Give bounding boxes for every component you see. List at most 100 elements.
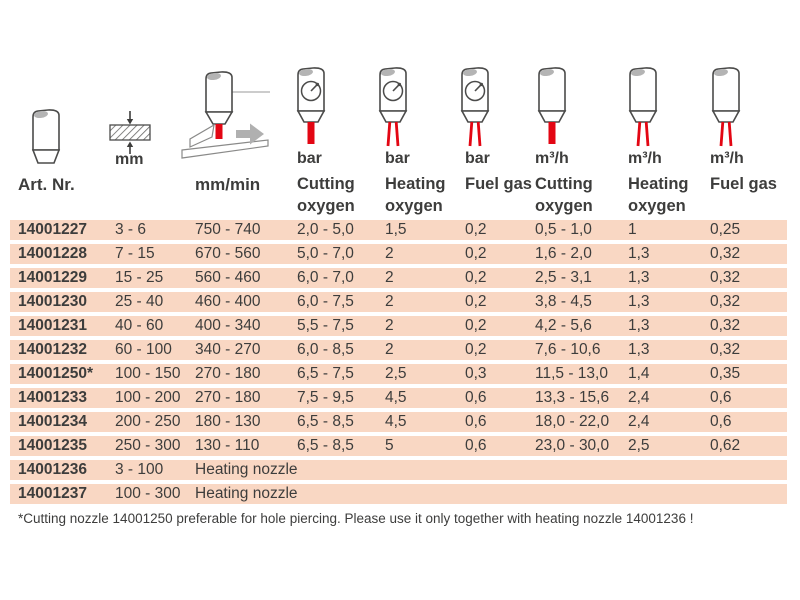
table-row: 14001229 15 - 25 560 - 460 6,0 - 7,0 2 0,2 2,5… — [10, 268, 787, 288]
cell-fuel-gas-m3h: 0,32 — [710, 293, 741, 310]
column-header-cutting-oxygen-bar: Cutting oxygen — [297, 175, 355, 215]
cell-cutting-oxygen-bar: 7,5 - 9,5 — [297, 389, 354, 406]
cell-heating-oxygen-m3h: 2,4 — [628, 389, 650, 406]
cell-mm-min: 130 - 110 — [195, 437, 260, 454]
cell-cutting-oxygen-bar: 5,5 - 7,5 — [297, 317, 354, 334]
cell-heating-oxygen-bar: 5 — [385, 437, 394, 454]
unit-m3h-cutting: m³/h — [535, 150, 569, 167]
cell-heating-oxygen-bar: 1,5 — [385, 221, 407, 238]
cell-cutting-oxygen-m3h: 13,3 - 15,6 — [535, 389, 610, 406]
unit-bar-fuel: bar — [465, 150, 490, 167]
cell-heating-oxygen-bar: 4,5 — [385, 389, 407, 406]
cell-heating-oxygen-m3h: 1,3 — [628, 245, 650, 262]
cell-mm: 250 - 300 — [115, 437, 181, 454]
cell-mm: 200 - 250 — [115, 413, 181, 430]
column-header-fuel-gas-m3h: Fuel gas — [710, 175, 777, 193]
table-row: 14001230 25 - 40 460 - 400 6,0 - 7,5 2 0,2 3,8… — [10, 292, 787, 312]
cell-cutting-oxygen-bar: 6,0 - 7,0 — [297, 269, 354, 286]
cell-fuel-gas-bar: 0,2 — [465, 293, 487, 310]
cell-cutting-oxygen-m3h: 0,5 - 1,0 — [535, 221, 592, 238]
cell-heating-oxygen-bar: 2 — [385, 341, 394, 358]
cell-fuel-gas-bar: 0,2 — [465, 221, 487, 238]
table-row: 14001231 40 - 60 400 - 340 5,5 - 7,5 2 0,2 4,2… — [10, 316, 787, 336]
unit-m3h-heating: m³/h — [628, 150, 662, 167]
cell-mm: 100 - 300 — [115, 485, 181, 502]
nozzle-single-jet-icon — [538, 67, 566, 144]
cell-mm-min: 400 - 340 — [195, 317, 261, 334]
cell-heating-oxygen-bar: 2 — [385, 269, 394, 286]
cell-cutting-oxygen-m3h: 11,5 - 13,0 — [535, 365, 608, 382]
cell-fuel-gas-bar: 0,2 — [465, 317, 487, 334]
cell-cutting-oxygen-bar: 6,0 - 8,5 — [297, 341, 354, 358]
cell-fuel-gas-m3h: 0,6 — [710, 413, 732, 430]
cell-cutting-oxygen-m3h: 4,2 - 5,6 — [535, 317, 592, 334]
cell-mm: 15 - 25 — [115, 269, 164, 286]
cell-mm: 60 - 100 — [115, 341, 172, 358]
footnote: *Cutting nozzle 14001250 preferable for … — [18, 511, 694, 526]
gauge-nozzle-double-jet-icon — [379, 67, 407, 148]
cell-cutting-oxygen-m3h: 7,6 - 10,6 — [535, 341, 601, 358]
table-row: 14001235 250 - 300 130 - 110 6,5 - 8,5 5 0,6 2… — [10, 436, 787, 456]
cell-heating-oxygen-bar: 2 — [385, 293, 394, 310]
table-row: 14001227 3 - 6 750 - 740 2,0 - 5,0 1,5 0,2 0,5… — [10, 220, 787, 240]
cell-fuel-gas-bar: 0,2 — [465, 245, 487, 262]
table-row: 14001232 60 - 100 340 - 270 6,0 - 8,5 2 0,2 7,… — [10, 340, 787, 360]
gauge-nozzle-single-jet-icon — [297, 67, 325, 144]
cell-heating-oxygen-bar: 4,5 — [385, 413, 407, 430]
cell-art-nr: 14001229 — [18, 269, 87, 286]
column-header-cutting-oxygen-m3h: Cutting oxygen — [535, 175, 593, 215]
cell-fuel-gas-bar: 0,2 — [465, 269, 487, 286]
cell-heating-oxygen-bar: 2 — [385, 317, 394, 334]
cell-fuel-gas-bar: 0,6 — [465, 413, 487, 430]
cell-cutting-oxygen-bar: 2,0 - 5,0 — [297, 221, 354, 238]
unit-bar-cutting: bar — [297, 150, 322, 167]
plate-thickness-icon — [109, 111, 151, 154]
cell-heating-oxygen-m3h: 1,3 — [628, 317, 650, 334]
table-row: 14001233 100 - 200 270 - 180 7,5 - 9,5 4,5 0,… — [10, 388, 787, 408]
unit-bar-heating: bar — [385, 150, 410, 167]
table-row: 14001228 7 - 15 670 - 560 5,0 - 7,0 2 0,2 1,6 … — [10, 244, 787, 264]
cell-fuel-gas-m3h: 0,32 — [710, 269, 741, 286]
cell-art-nr: 14001228 — [18, 245, 87, 262]
cell-heating-oxygen-bar: 2,5 — [385, 365, 407, 382]
cell-fuel-gas-bar: 0,3 — [465, 365, 487, 382]
table-row: 14001236 3 - 100 Heating nozzle — [10, 460, 787, 480]
cell-fuel-gas-m3h: 0,6 — [710, 389, 732, 406]
cell-fuel-gas-m3h: 0,32 — [710, 317, 741, 334]
cell-fuel-gas-bar: 0,6 — [465, 437, 487, 454]
cell-art-nr: 14001250* — [18, 365, 93, 382]
table-row: 14001250* 100 - 150 270 - 180 6,5 - 7,5 2,5 0… — [10, 364, 787, 384]
unit-m3h-fuel: m³/h — [710, 150, 744, 167]
cell-heating-oxygen-m3h: 1,3 — [628, 293, 650, 310]
cell-cutting-oxygen-m3h: 2,5 - 3,1 — [535, 269, 592, 286]
cell-art-nr: 14001234 — [18, 413, 87, 430]
cell-mm: 100 - 200 — [115, 389, 181, 406]
table-row: 14001237 100 - 300 Heating nozzle — [10, 484, 787, 504]
cell-heating-oxygen-bar: 2 — [385, 245, 394, 262]
cell-mm-min: 670 - 560 — [195, 245, 261, 262]
cell-fuel-gas-bar: 0,2 — [465, 341, 487, 358]
table-row: 14001234 200 - 250 180 - 130 6,5 - 8,5 4,5 0,… — [10, 412, 787, 432]
cell-cutting-oxygen-m3h: 18,0 - 22,0 — [535, 413, 610, 430]
column-header-mm-min: mm/min — [195, 175, 261, 194]
cell-heating-oxygen-m3h: 1,3 — [628, 341, 650, 358]
nozzle-double-jet-icon — [629, 67, 657, 148]
cell-art-nr: 14001237 — [18, 485, 87, 502]
nozzle-double-jet-icon — [712, 67, 740, 148]
cell-art-nr: 14001232 — [18, 341, 87, 358]
cutting-torch-icon — [181, 71, 270, 159]
cell-heating-oxygen-m3h: 1 — [628, 221, 637, 238]
cell-art-nr: 14001236 — [18, 461, 87, 478]
cell-cutting-oxygen-bar: 6,5 - 8,5 — [297, 413, 354, 430]
cell-art-nr: 14001233 — [18, 389, 87, 406]
cell-cutting-oxygen-m3h: 3,8 - 4,5 — [535, 293, 592, 310]
cell-cutting-oxygen-bar: 6,5 - 7,5 — [297, 365, 354, 382]
cell-fuel-gas-m3h: 0,32 — [710, 341, 741, 358]
gauge-nozzle-double-jet-icon — [461, 67, 489, 148]
cell-heating-oxygen-m3h: 2,4 — [628, 413, 650, 430]
column-header-art-nr: Art. Nr. — [18, 175, 75, 194]
cell-heating-oxygen-m3h: 2,5 — [628, 437, 650, 454]
cell-art-nr: 14001230 — [18, 293, 87, 310]
cell-mm: 100 - 150 — [115, 365, 181, 382]
